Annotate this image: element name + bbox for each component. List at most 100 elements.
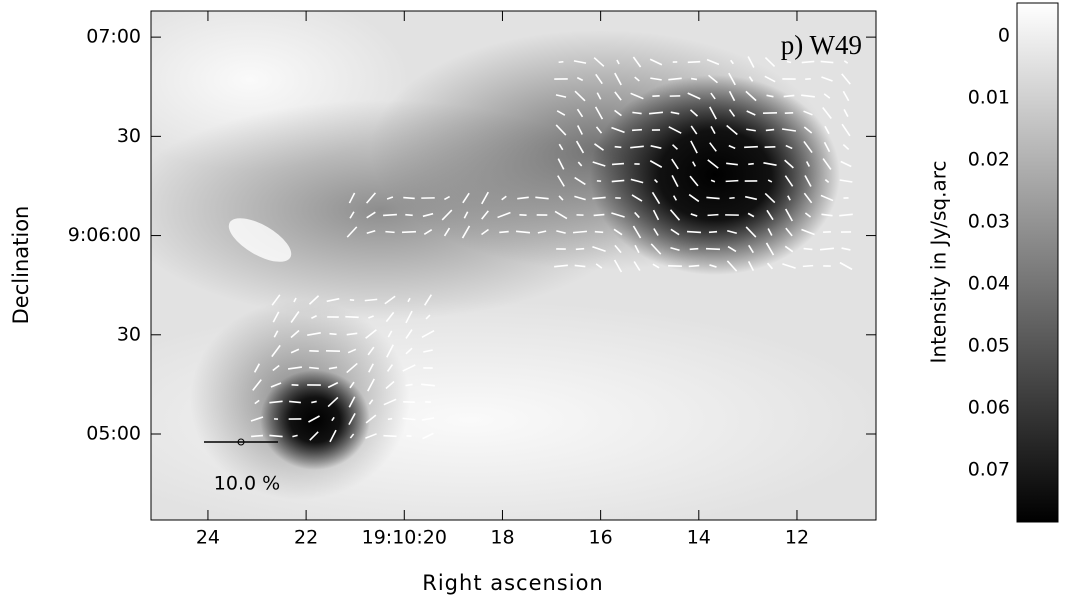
polarization-vectors — [250, 56, 853, 443]
vector — [501, 195, 507, 201]
vector — [613, 259, 623, 273]
vector — [801, 94, 815, 98]
vector — [820, 60, 834, 64]
vector — [819, 247, 835, 251]
vector — [801, 228, 815, 236]
vector — [346, 362, 358, 374]
colorbar-tick-label: 0.07 — [968, 458, 1010, 480]
vector — [329, 429, 337, 443]
vector — [744, 145, 758, 149]
vector — [327, 396, 339, 408]
vector — [748, 162, 754, 166]
vector — [556, 110, 566, 116]
vector — [654, 178, 658, 184]
vector — [668, 77, 682, 81]
vector — [670, 246, 680, 252]
vector — [691, 161, 697, 167]
chart-title: p) W49 — [781, 30, 862, 60]
vector — [843, 60, 849, 64]
vector — [407, 297, 411, 303]
vector — [748, 76, 754, 82]
vector — [423, 229, 433, 235]
vector — [630, 92, 644, 100]
vector — [349, 211, 355, 219]
vector — [401, 230, 417, 234]
vector — [290, 348, 300, 354]
vector — [614, 145, 622, 149]
vector — [403, 196, 415, 200]
vector — [803, 140, 813, 154]
vector — [785, 227, 793, 237]
y-tick-label: 05:00 — [86, 423, 141, 445]
vector — [710, 179, 716, 183]
colorbar-tick-label: 0.03 — [968, 210, 1010, 232]
vector — [634, 244, 640, 254]
colorbar-tick-label: 0.06 — [968, 396, 1010, 418]
vector — [689, 247, 699, 251]
y-tick-label: 9:06:00 — [68, 224, 141, 246]
vector — [271, 344, 281, 358]
vector — [824, 125, 830, 135]
vector — [784, 159, 794, 169]
vector — [365, 329, 377, 339]
vector — [670, 111, 680, 115]
vector — [556, 230, 566, 234]
vector — [366, 211, 376, 219]
vector — [463, 211, 469, 219]
vector — [764, 192, 776, 204]
vector — [595, 73, 603, 85]
vector — [781, 128, 797, 132]
x-tick-label: 12 — [785, 527, 809, 549]
vector — [744, 195, 758, 201]
vector — [386, 344, 394, 358]
vector — [690, 140, 698, 154]
vector — [668, 126, 682, 134]
vector — [331, 416, 335, 422]
vector — [687, 60, 701, 64]
vector — [270, 382, 282, 388]
vector — [421, 330, 435, 338]
vector — [747, 56, 755, 68]
vector — [349, 381, 355, 389]
x-tick-label: 24 — [196, 527, 220, 549]
vector — [346, 226, 358, 238]
vector — [345, 315, 359, 319]
vector — [405, 347, 413, 355]
vector — [650, 145, 662, 149]
vector — [517, 196, 529, 200]
vector — [707, 213, 719, 217]
vector — [651, 191, 661, 205]
vector — [727, 245, 737, 253]
vector — [633, 261, 641, 271]
vector — [709, 106, 717, 120]
vector — [706, 58, 720, 66]
vector — [309, 431, 319, 441]
vector — [346, 332, 358, 336]
vector — [648, 111, 664, 115]
plot-frame — [150, 10, 877, 521]
vector — [574, 176, 586, 186]
vector — [652, 209, 660, 221]
vector — [311, 400, 317, 404]
vector — [728, 90, 736, 102]
vector — [630, 178, 644, 184]
vector — [786, 60, 792, 64]
vector — [650, 243, 662, 255]
vector — [576, 108, 584, 118]
vector — [823, 141, 831, 153]
vector — [669, 209, 681, 221]
vector — [785, 144, 793, 150]
scale-label: 10.0 % — [214, 473, 280, 495]
vector — [653, 228, 659, 236]
vector — [634, 211, 640, 219]
vector — [307, 332, 321, 336]
vector — [630, 145, 644, 149]
vector — [787, 195, 791, 201]
vector — [365, 433, 377, 439]
vector — [499, 230, 509, 234]
colorbar-tick-label: 0.01 — [968, 86, 1010, 108]
vector — [557, 158, 565, 170]
vector — [822, 106, 832, 120]
vector — [308, 415, 320, 423]
colorbar-tick-label: 0 — [998, 24, 1010, 46]
